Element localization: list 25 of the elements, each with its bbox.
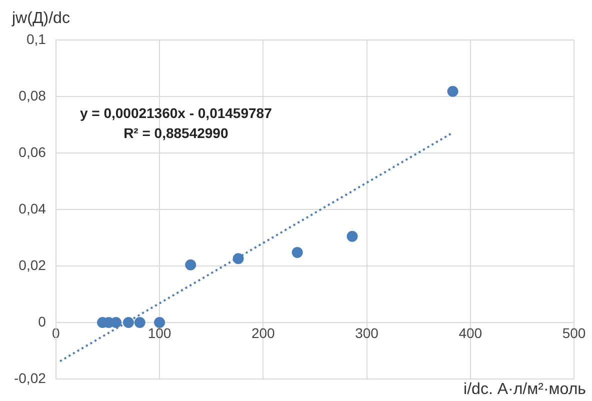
point xyxy=(122,317,134,328)
y-tick-label: -0,02 xyxy=(14,370,46,386)
point xyxy=(447,86,458,97)
x-tick-label: 100 xyxy=(148,324,172,341)
annotation: y = 0,00021360x - 0,01459787 xyxy=(80,105,272,121)
x-axis-title: i/dc. А·л/м²·моль xyxy=(464,381,586,399)
y-tick-label: 0 xyxy=(38,313,46,330)
point xyxy=(346,230,358,242)
y-tick-label: 0,08 xyxy=(18,87,46,104)
point xyxy=(292,246,303,258)
point xyxy=(134,317,146,328)
point xyxy=(154,317,166,328)
point xyxy=(232,253,244,264)
x-tick-label: 500 xyxy=(562,324,586,341)
x-tick-label: 200 xyxy=(251,324,276,341)
y-axis-title: jw(Д)/dc xyxy=(12,10,70,28)
x-tick-label: 400 xyxy=(458,324,482,341)
x-tick-label: 300 xyxy=(355,324,379,341)
point xyxy=(110,317,122,328)
y-tick-label: 0,02 xyxy=(18,256,46,273)
y-tick-label: 0,1 xyxy=(26,30,46,47)
y-tick-label: 0,04 xyxy=(18,200,46,216)
annotation: R² = 0,88542990 xyxy=(124,125,228,141)
point xyxy=(185,259,196,270)
y-tick-label: 0,06 xyxy=(18,144,46,160)
